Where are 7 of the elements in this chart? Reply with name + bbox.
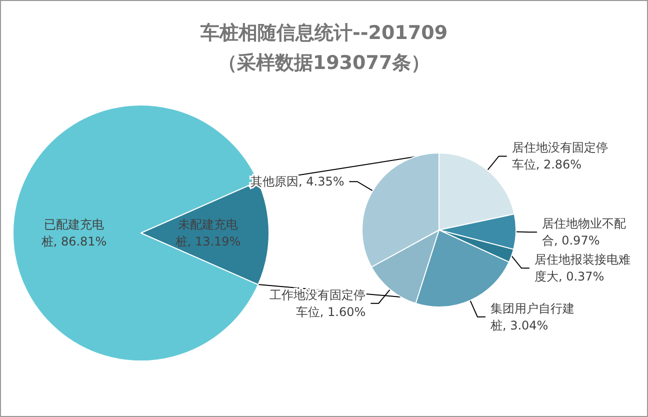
- text: 车桩相随信息统计--201709 （采样数据193077条）: [199, 22, 448, 74]
- slice-label: 集团用户自行建桩, 3.04%: [489, 301, 574, 332]
- slice-label: 居住地报装接电难度大, 0.37%: [534, 252, 630, 284]
- slice-label: 居住地没有固定停车位, 2.86%: [512, 140, 608, 172]
- slice-label: 已配建充电桩, 86.81%: [40, 218, 107, 248]
- slice-label: 未配建充电桩, 13.19%: [174, 218, 241, 248]
- slice-label: 居住地物业不配合, 0.97%: [542, 216, 626, 248]
